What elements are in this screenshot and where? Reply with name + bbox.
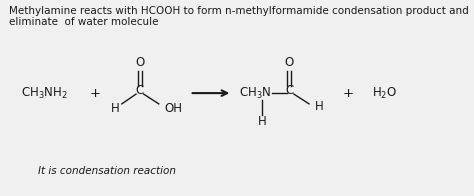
Text: H: H xyxy=(258,115,266,128)
Text: C: C xyxy=(285,84,293,97)
Text: Methylamine reacts with HCOOH to form n-methylformamide condensation product and: Methylamine reacts with HCOOH to form n-… xyxy=(9,6,469,27)
Text: O: O xyxy=(135,56,145,69)
Text: +: + xyxy=(343,87,354,100)
Text: H: H xyxy=(315,100,324,113)
Text: H: H xyxy=(111,102,119,115)
Text: It is condensation reaction: It is condensation reaction xyxy=(38,166,176,176)
Text: +: + xyxy=(89,87,100,100)
Text: O: O xyxy=(284,56,294,69)
Text: C: C xyxy=(136,84,144,97)
Text: OH: OH xyxy=(164,102,182,115)
Text: CH$_3$N: CH$_3$N xyxy=(239,85,272,101)
Text: H$_2$O: H$_2$O xyxy=(372,85,397,101)
Text: CH$_3$NH$_2$: CH$_3$NH$_2$ xyxy=(21,85,68,101)
